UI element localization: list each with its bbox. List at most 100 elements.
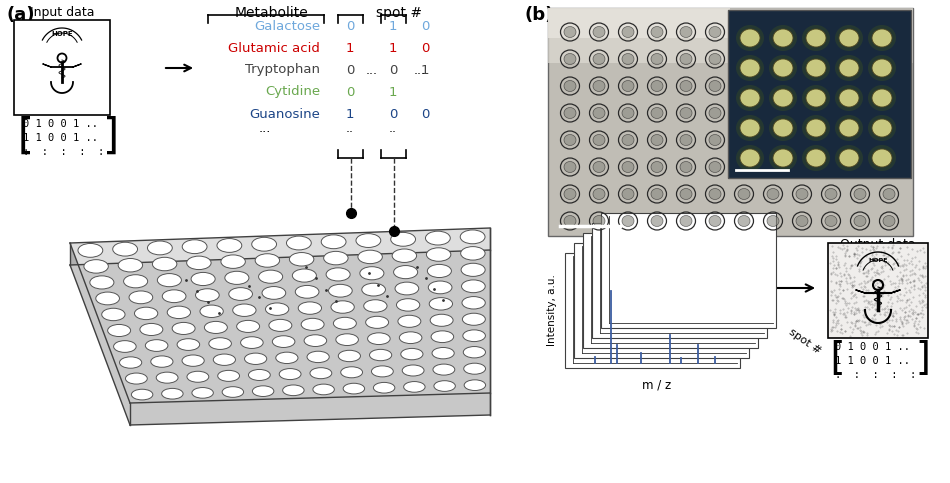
Ellipse shape: [432, 347, 454, 359]
Ellipse shape: [709, 215, 721, 227]
Ellipse shape: [399, 332, 422, 343]
Ellipse shape: [651, 134, 663, 145]
Ellipse shape: [825, 81, 837, 91]
Text: ..: ..: [346, 122, 354, 134]
Ellipse shape: [767, 54, 779, 65]
Ellipse shape: [769, 25, 797, 51]
Bar: [548, 8, 730, 38]
Polygon shape: [70, 243, 130, 425]
Ellipse shape: [293, 269, 316, 282]
Ellipse shape: [356, 234, 381, 247]
Ellipse shape: [96, 292, 120, 305]
Ellipse shape: [331, 301, 354, 313]
Ellipse shape: [214, 354, 236, 366]
Text: Input data: Input data: [29, 6, 94, 19]
Bar: [583, 233, 758, 348]
Ellipse shape: [464, 363, 485, 374]
Text: 1: 1: [346, 42, 354, 55]
Ellipse shape: [129, 291, 153, 304]
Ellipse shape: [187, 371, 209, 382]
Ellipse shape: [390, 232, 415, 246]
Ellipse shape: [806, 29, 826, 47]
Ellipse shape: [854, 215, 866, 227]
Ellipse shape: [738, 27, 750, 38]
Ellipse shape: [162, 388, 183, 399]
Ellipse shape: [373, 383, 395, 393]
Text: ]: ]: [100, 116, 125, 158]
Ellipse shape: [868, 85, 896, 111]
Bar: [565, 253, 740, 368]
Ellipse shape: [564, 161, 576, 172]
Ellipse shape: [868, 25, 896, 51]
Ellipse shape: [738, 188, 750, 199]
Ellipse shape: [680, 161, 692, 172]
Ellipse shape: [427, 248, 451, 261]
Ellipse shape: [738, 54, 750, 65]
Ellipse shape: [883, 215, 895, 227]
Ellipse shape: [564, 215, 576, 227]
Ellipse shape: [564, 134, 576, 145]
Ellipse shape: [825, 161, 837, 172]
Ellipse shape: [736, 85, 764, 111]
Ellipse shape: [872, 89, 892, 107]
Ellipse shape: [868, 145, 896, 171]
Ellipse shape: [806, 59, 826, 77]
Ellipse shape: [680, 81, 692, 91]
Text: 1: 1: [389, 19, 397, 32]
Ellipse shape: [221, 255, 245, 269]
Ellipse shape: [769, 85, 797, 111]
Ellipse shape: [883, 161, 895, 172]
Ellipse shape: [883, 134, 895, 145]
Text: Glutamic acid: Glutamic acid: [228, 42, 320, 55]
Text: Cytidine: Cytidine: [265, 85, 320, 99]
Ellipse shape: [835, 145, 863, 171]
Ellipse shape: [709, 188, 721, 199]
Ellipse shape: [279, 369, 301, 380]
Ellipse shape: [258, 270, 283, 283]
Ellipse shape: [835, 85, 863, 111]
Ellipse shape: [773, 59, 793, 77]
Ellipse shape: [464, 346, 485, 358]
Ellipse shape: [304, 335, 327, 346]
Ellipse shape: [709, 54, 721, 65]
Ellipse shape: [158, 273, 181, 287]
Ellipse shape: [622, 81, 634, 91]
Ellipse shape: [740, 119, 760, 137]
Ellipse shape: [593, 134, 605, 145]
Ellipse shape: [564, 81, 576, 91]
Ellipse shape: [152, 257, 177, 271]
Ellipse shape: [428, 281, 452, 294]
Ellipse shape: [839, 59, 859, 77]
Ellipse shape: [368, 333, 390, 344]
Ellipse shape: [680, 215, 692, 227]
Ellipse shape: [709, 27, 721, 38]
Ellipse shape: [336, 334, 358, 345]
Ellipse shape: [651, 27, 663, 38]
Ellipse shape: [564, 188, 576, 199]
Ellipse shape: [825, 215, 837, 227]
Bar: [728, 10, 911, 178]
Ellipse shape: [854, 108, 866, 118]
Ellipse shape: [162, 290, 186, 303]
Ellipse shape: [461, 247, 485, 260]
Ellipse shape: [135, 307, 158, 320]
Ellipse shape: [131, 389, 153, 400]
Text: 1: 1: [389, 42, 397, 55]
Ellipse shape: [773, 119, 793, 137]
Ellipse shape: [806, 89, 826, 107]
Ellipse shape: [825, 188, 837, 199]
Ellipse shape: [262, 286, 286, 299]
Text: 1: 1: [389, 85, 397, 99]
Ellipse shape: [252, 237, 276, 251]
Bar: [601, 213, 776, 328]
Ellipse shape: [802, 85, 830, 111]
Ellipse shape: [767, 81, 779, 91]
Ellipse shape: [839, 149, 859, 167]
Ellipse shape: [338, 350, 360, 362]
Bar: [548, 8, 913, 236]
Ellipse shape: [593, 108, 605, 118]
Ellipse shape: [463, 313, 485, 325]
Ellipse shape: [433, 364, 455, 375]
Ellipse shape: [796, 215, 808, 227]
Ellipse shape: [177, 339, 199, 350]
